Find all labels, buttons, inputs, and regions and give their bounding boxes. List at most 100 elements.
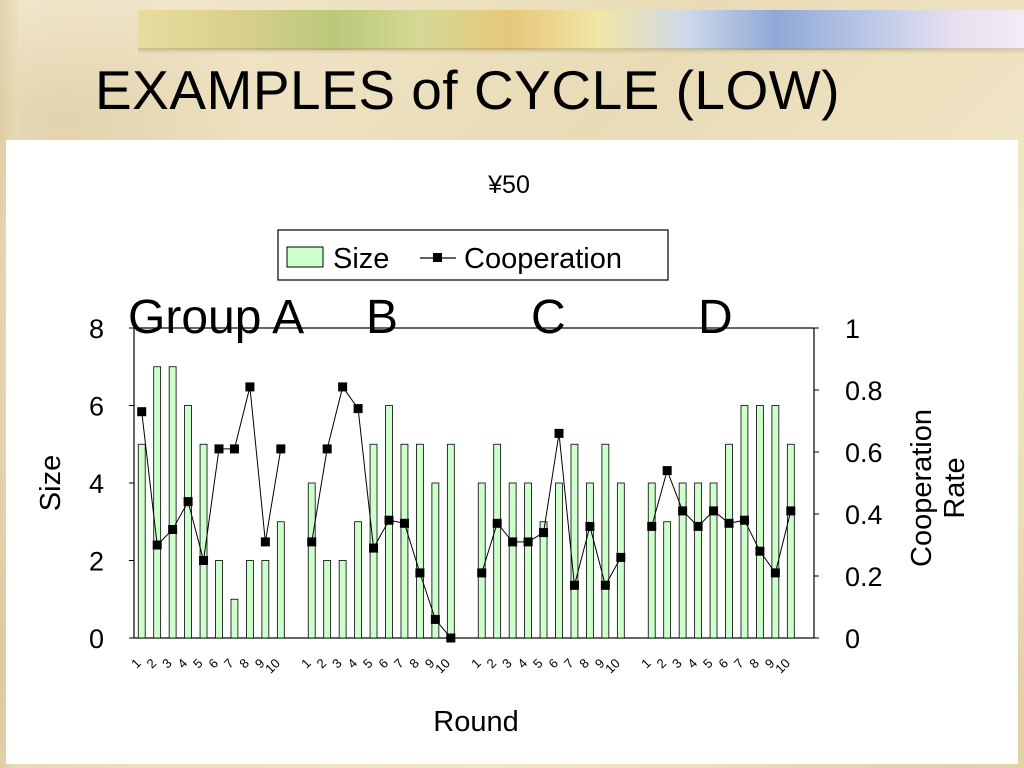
x-tick-label: 8: [406, 656, 422, 672]
size-bar: [477, 482, 486, 639]
x-tick-label: 6: [715, 656, 731, 672]
cooperation-lines: [141, 385, 792, 639]
cooperation-marker: [477, 568, 487, 578]
cooperation-marker: [276, 444, 286, 454]
size-bar: [524, 482, 532, 639]
chart-title: ¥50: [487, 171, 530, 199]
cooperation-marker: [214, 444, 224, 454]
y-tick-label: 6: [89, 392, 104, 422]
cooperation-marker: [508, 537, 518, 547]
size-bar: [338, 560, 347, 639]
y-tick-label: 0: [89, 624, 104, 654]
cooperation-marker: [245, 382, 255, 392]
banner-shadow: [138, 48, 1024, 54]
x-tick-label: 4: [344, 656, 360, 672]
y-axis-label: Size: [35, 455, 67, 511]
x-axis-label: Round: [433, 706, 518, 738]
size-bar: [586, 482, 594, 639]
cooperation-marker: [338, 382, 348, 392]
size-bar: [539, 521, 548, 639]
size-bar: [246, 560, 254, 639]
size-bar: [756, 405, 764, 639]
y-tick-label: 4: [89, 469, 104, 499]
size-bar: [153, 366, 162, 639]
size-bar: [446, 443, 455, 639]
y2-label-line2: Rate: [939, 457, 971, 518]
legend: Size Cooperation: [277, 229, 669, 281]
y-tick-label: 8: [89, 314, 104, 344]
size-bar: [307, 482, 316, 639]
cooperation-marker: [770, 568, 780, 578]
y2-tick-label: 0: [845, 624, 860, 654]
cooperation-marker: [415, 568, 425, 578]
cooperation-marker: [786, 506, 796, 516]
x-tick-label: 4: [514, 656, 530, 672]
size-bar: [663, 521, 672, 639]
y2-label-line1: Cooperation: [906, 409, 938, 567]
slide-title: EXAMPLES of CYCLE (LOW): [95, 59, 841, 121]
cooperation-marker: [369, 543, 379, 553]
size-bar: [786, 443, 795, 639]
x-tick-label: 10: [432, 656, 453, 677]
x-tick-label: 3: [499, 656, 515, 672]
x-tick-label: 2: [654, 656, 670, 672]
size-bar: [771, 405, 780, 639]
cooperation-marker: [709, 506, 719, 516]
size-bar: [508, 482, 517, 639]
x-tick-label: 7: [561, 656, 577, 672]
cooperation-marker: [678, 506, 688, 516]
x-tick-label: 1: [468, 656, 484, 672]
cooperation-marker: [307, 537, 317, 547]
size-bar: [184, 405, 192, 639]
x-tick-label: 6: [375, 656, 391, 672]
cooperation-marker: [384, 515, 394, 525]
legend-size-label: Size: [333, 243, 389, 275]
cooperation-marker: [724, 518, 734, 528]
size-bar: [694, 482, 702, 639]
left-axis: 0 2 4 6 8: [89, 314, 134, 654]
x-tick-label: 2: [484, 656, 500, 672]
cooperation-marker: [616, 552, 626, 562]
size-bar: [137, 443, 146, 639]
y-tick-label: 2: [89, 547, 104, 577]
group-label-a: Group A: [128, 291, 304, 344]
cooperation-marker: [446, 633, 456, 643]
size-bar: [400, 443, 409, 639]
group-label-c: C: [531, 291, 566, 344]
x-tick-label: 1: [128, 656, 144, 672]
x-tick-label: 8: [746, 656, 762, 672]
x-tick-label: 8: [236, 656, 252, 672]
x-tick-label: 5: [360, 656, 376, 672]
x-tick-label: 1: [298, 656, 314, 672]
y2-tick-label: 1: [845, 314, 860, 344]
x-tick-label: 10: [772, 656, 793, 677]
cooperation-marker: [183, 497, 193, 507]
size-bar: [199, 443, 208, 639]
cooperation-line: [481, 433, 622, 587]
x-tick-label: 5: [700, 656, 716, 672]
group-label-b: B: [366, 291, 398, 344]
size-bar: [168, 366, 177, 639]
size-bar: [725, 443, 733, 639]
size-bar: [555, 482, 563, 639]
cooperation-marker: [492, 518, 502, 528]
x-tick-label: 8: [576, 656, 592, 672]
cooperation-marker: [739, 515, 749, 525]
cooperation-marker: [322, 444, 332, 454]
cooperation-marker: [662, 466, 672, 476]
cooperation-marker: [539, 528, 549, 538]
cooperation-marker: [399, 518, 409, 528]
size-bar: [261, 560, 270, 639]
cooperation-marker: [152, 540, 162, 550]
x-tick-label: 6: [545, 656, 561, 672]
cooperation-marker: [353, 404, 363, 414]
cooperation-marker: [755, 546, 765, 556]
legend-cooperation-label: Cooperation: [464, 243, 622, 275]
size-bar: [215, 560, 223, 639]
x-tick-label: 5: [190, 656, 206, 672]
size-bar: [354, 521, 362, 639]
cooperation-line: [141, 386, 282, 561]
cooperation-marker: [199, 556, 209, 565]
x-tick-label: 4: [684, 656, 700, 672]
